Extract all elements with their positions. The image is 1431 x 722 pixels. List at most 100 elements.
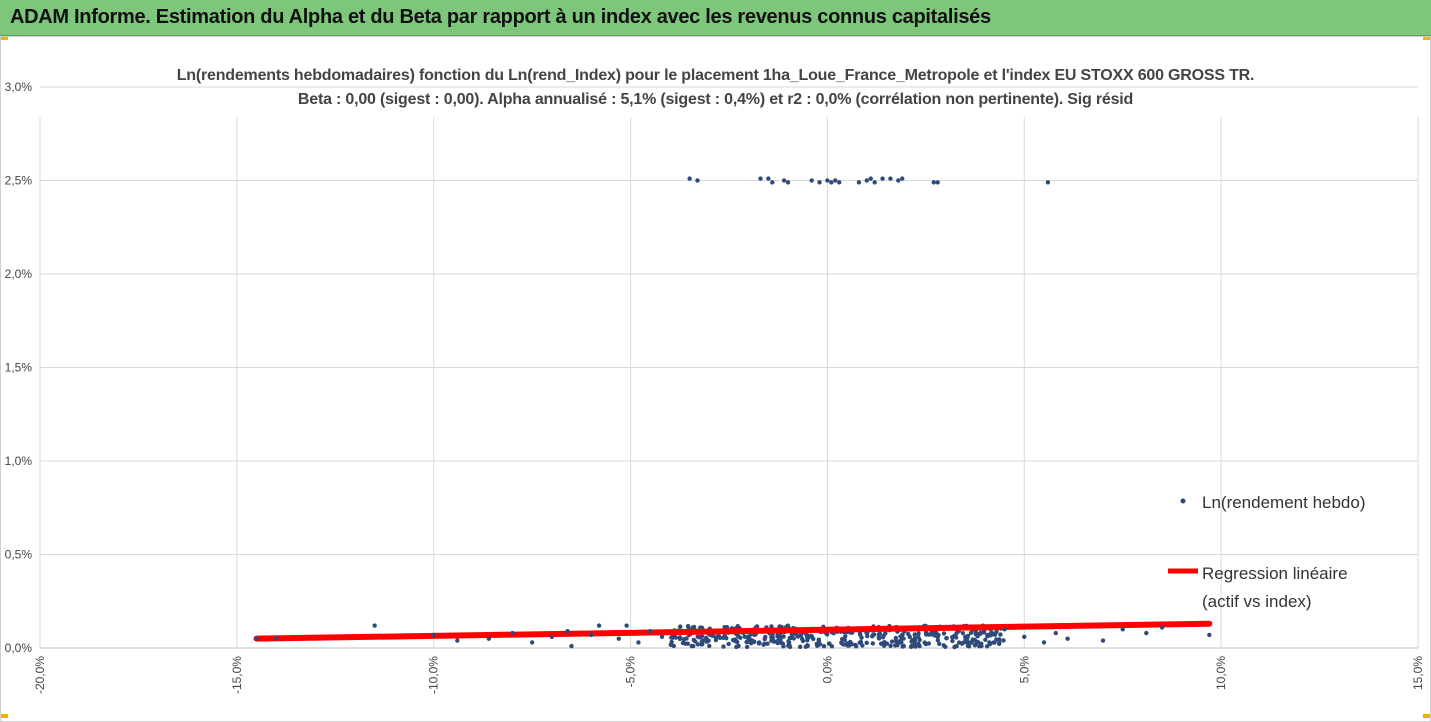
- data-point: [992, 640, 997, 645]
- data-point: [865, 633, 870, 639]
- x-tick-label: -10,0%: [427, 656, 441, 694]
- data-point: [896, 640, 901, 645]
- data-point: [893, 635, 899, 641]
- data-point: [917, 637, 922, 643]
- data-point: [840, 641, 845, 647]
- data-point: [785, 623, 791, 628]
- data-point: [455, 638, 460, 643]
- data-point: [745, 634, 751, 640]
- data-point: [882, 639, 887, 645]
- data-point: [805, 643, 810, 648]
- data-point: [864, 178, 869, 183]
- data-point: [684, 636, 689, 641]
- data-point: [780, 641, 786, 646]
- data-point: [900, 176, 905, 181]
- x-tick-label: -20,0%: [33, 656, 47, 694]
- data-point: [931, 180, 936, 185]
- data-point: [965, 635, 970, 641]
- data-point: [770, 180, 775, 185]
- data-point: [589, 632, 594, 638]
- data-point: [722, 633, 727, 639]
- data-point: [742, 634, 747, 639]
- y-tick-label: 0,5%: [5, 548, 33, 562]
- chart-title: Ln(rendements hebdomadaires) fonction du…: [0, 64, 1431, 112]
- x-tick-label: 10,0%: [1214, 656, 1228, 690]
- data-point: [431, 632, 436, 638]
- data-point: [1001, 638, 1006, 643]
- data-point: [959, 641, 965, 646]
- data-point: [799, 636, 805, 642]
- data-point: [839, 637, 845, 642]
- data-point: [789, 632, 795, 637]
- data-point: [860, 643, 865, 648]
- x-tick-label: -5,0%: [624, 656, 638, 688]
- data-point: [797, 644, 803, 650]
- data-point: [941, 631, 947, 636]
- data-point: [972, 643, 978, 648]
- data-point: [889, 639, 895, 644]
- data-point: [795, 634, 801, 639]
- data-point: [997, 637, 1002, 642]
- corner-marker: [1423, 36, 1431, 40]
- data-point: [733, 638, 738, 644]
- report-title: ADAM Informe. Estimation du Alpha et du …: [10, 6, 991, 28]
- y-tick-label: 3,0%: [5, 80, 33, 94]
- data-point: [775, 640, 781, 646]
- data-point: [700, 639, 705, 644]
- data-point: [825, 178, 830, 183]
- data-point: [829, 180, 834, 185]
- data-point: [703, 635, 709, 641]
- data-point: [691, 643, 696, 649]
- data-point: [791, 636, 796, 641]
- data-point: [978, 631, 983, 636]
- data-point: [254, 636, 259, 641]
- data-point: [856, 180, 862, 185]
- data-point: [868, 176, 873, 181]
- y-tick-label: 2,5%: [5, 174, 33, 188]
- data-point: [648, 628, 653, 634]
- data-point: [965, 643, 971, 648]
- data-point: [900, 644, 905, 649]
- data-point: [549, 634, 555, 639]
- data-point: [929, 632, 934, 637]
- data-point: [944, 635, 949, 641]
- data-point: [692, 639, 698, 644]
- data-point: [670, 634, 675, 639]
- data-point: [677, 636, 683, 642]
- data-point: [758, 176, 763, 181]
- data-point: [853, 644, 859, 649]
- data-point: [372, 623, 377, 628]
- data-point: [713, 637, 719, 643]
- data-point: [954, 643, 959, 649]
- data-point: [970, 637, 975, 642]
- data-point: [833, 178, 838, 183]
- data-point: [1045, 180, 1051, 185]
- data-point: [896, 178, 901, 183]
- data-point: [935, 180, 940, 185]
- data-point: [707, 643, 712, 649]
- data-point: [880, 176, 885, 181]
- data-point: [716, 634, 722, 639]
- data-point: [785, 180, 791, 185]
- data-point: [871, 632, 877, 637]
- y-tick-label: 2,0%: [5, 267, 33, 281]
- data-point: [781, 178, 787, 183]
- data-point: [749, 638, 755, 643]
- data-point: [677, 624, 683, 629]
- data-point: [1022, 634, 1027, 639]
- data-point: [843, 634, 848, 639]
- data-point: [685, 641, 691, 646]
- data-point: [960, 630, 966, 636]
- data-point: [916, 631, 921, 636]
- data-point: [992, 632, 998, 637]
- data-point: [736, 643, 741, 649]
- data-point: [624, 623, 629, 628]
- chart-title-line-1: Ln(rendements hebdomadaires) fonction du…: [176, 67, 1255, 84]
- data-point: [973, 630, 978, 635]
- data-point: [1207, 632, 1212, 638]
- data-point: [659, 634, 665, 639]
- data-point: [821, 644, 827, 649]
- data-point: [917, 643, 922, 649]
- data-point: [786, 639, 791, 644]
